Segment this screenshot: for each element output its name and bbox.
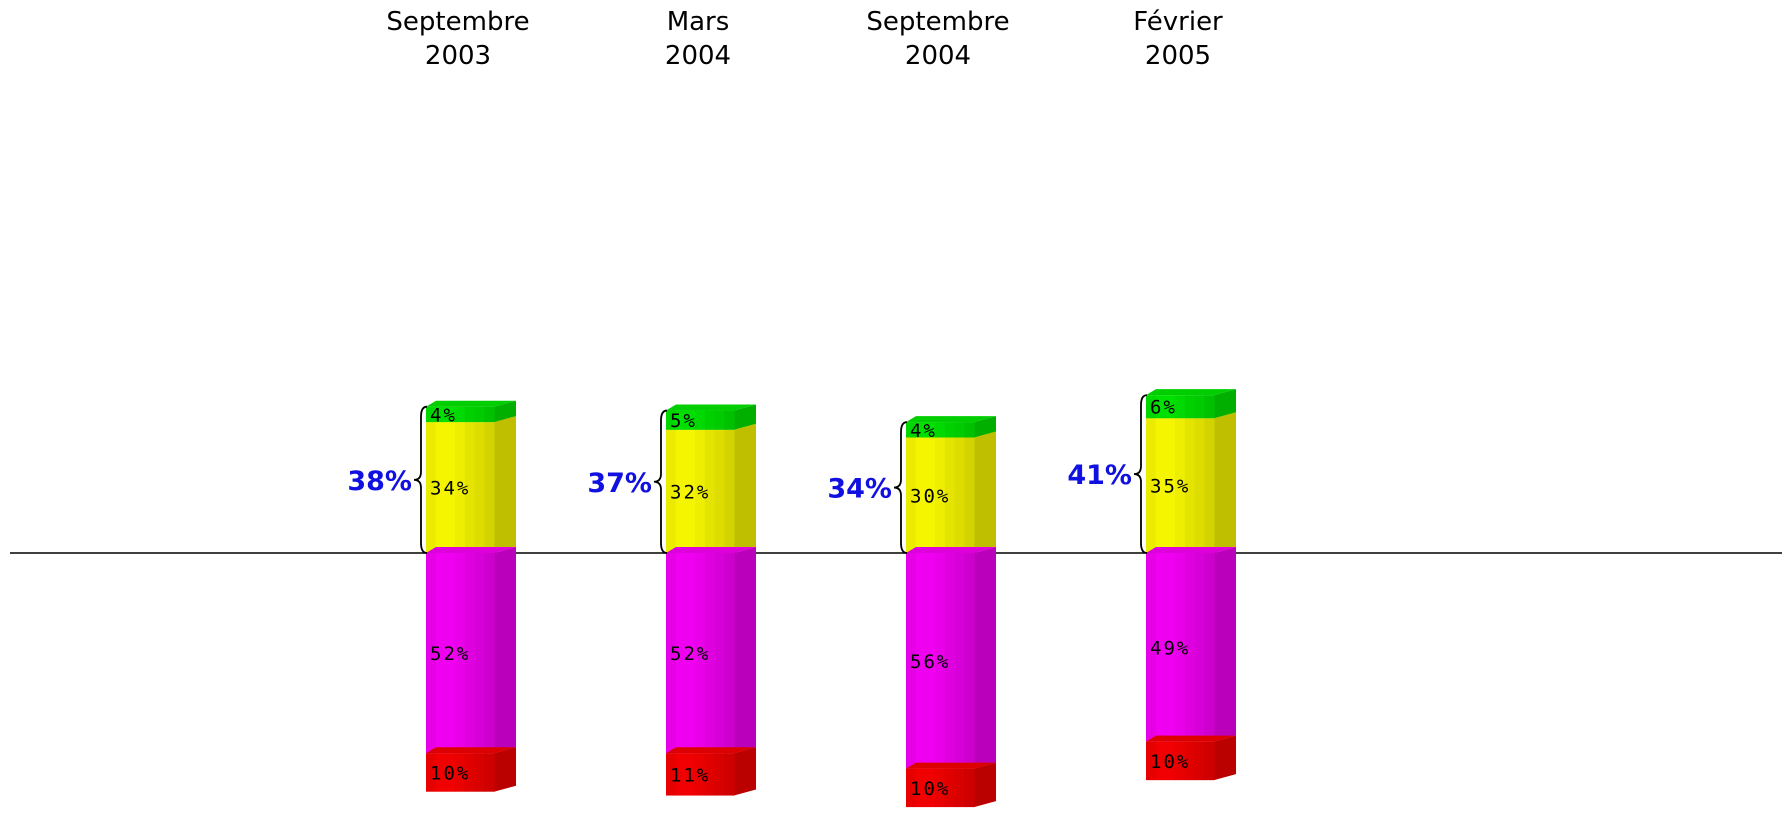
bar-segment: [666, 404, 756, 430]
bar-segment: [1146, 735, 1236, 781]
segment-value-label: 34%: [430, 478, 470, 500]
segment-value-label: 52%: [430, 643, 470, 665]
category-label: Mars 2004: [665, 7, 731, 71]
bar-segment: [426, 400, 516, 423]
segment-value-label: 11%: [670, 764, 710, 786]
total-percentage-label: 41%: [1067, 460, 1132, 491]
total-brace: [1133, 394, 1148, 554]
segment-value-label: 56%: [910, 651, 950, 673]
bar-segment: [666, 547, 756, 754]
segment-value-label: 6%: [1150, 397, 1177, 419]
category-label: Février 2005: [1133, 7, 1223, 71]
total-percentage-label: 37%: [587, 468, 652, 499]
total-brace: [653, 409, 668, 554]
total-brace: [413, 405, 428, 554]
segment-value-label: 10%: [910, 778, 950, 800]
segment-value-label: 32%: [670, 481, 710, 503]
segment-value-label: 4%: [910, 420, 937, 442]
bar-segment: [1146, 547, 1236, 742]
bar-segment: [426, 547, 516, 754]
segment-value-label: 35%: [1150, 476, 1190, 498]
segment-value-label: 4%: [430, 404, 457, 426]
bar-segment: [906, 416, 996, 438]
segment-value-label: 30%: [910, 485, 950, 507]
segment-value-label: 10%: [1150, 751, 1190, 773]
segment-value-label: 52%: [670, 643, 710, 665]
bar-segment: [426, 747, 516, 792]
category-label: Septembre 2004: [866, 7, 1009, 71]
bar-segment: [1146, 389, 1236, 419]
category-label: Septembre 2003: [386, 7, 529, 71]
total-brace: [893, 421, 908, 554]
segment-value-label: 5%: [670, 410, 697, 432]
bar-segment: [666, 747, 756, 796]
total-percentage-label: 38%: [347, 466, 412, 497]
segment-value-label: 10%: [430, 762, 470, 784]
bar-segment: [906, 762, 996, 808]
segment-value-label: 49%: [1150, 637, 1190, 659]
total-percentage-label: 34%: [827, 474, 892, 505]
bar-segment: [906, 547, 996, 769]
